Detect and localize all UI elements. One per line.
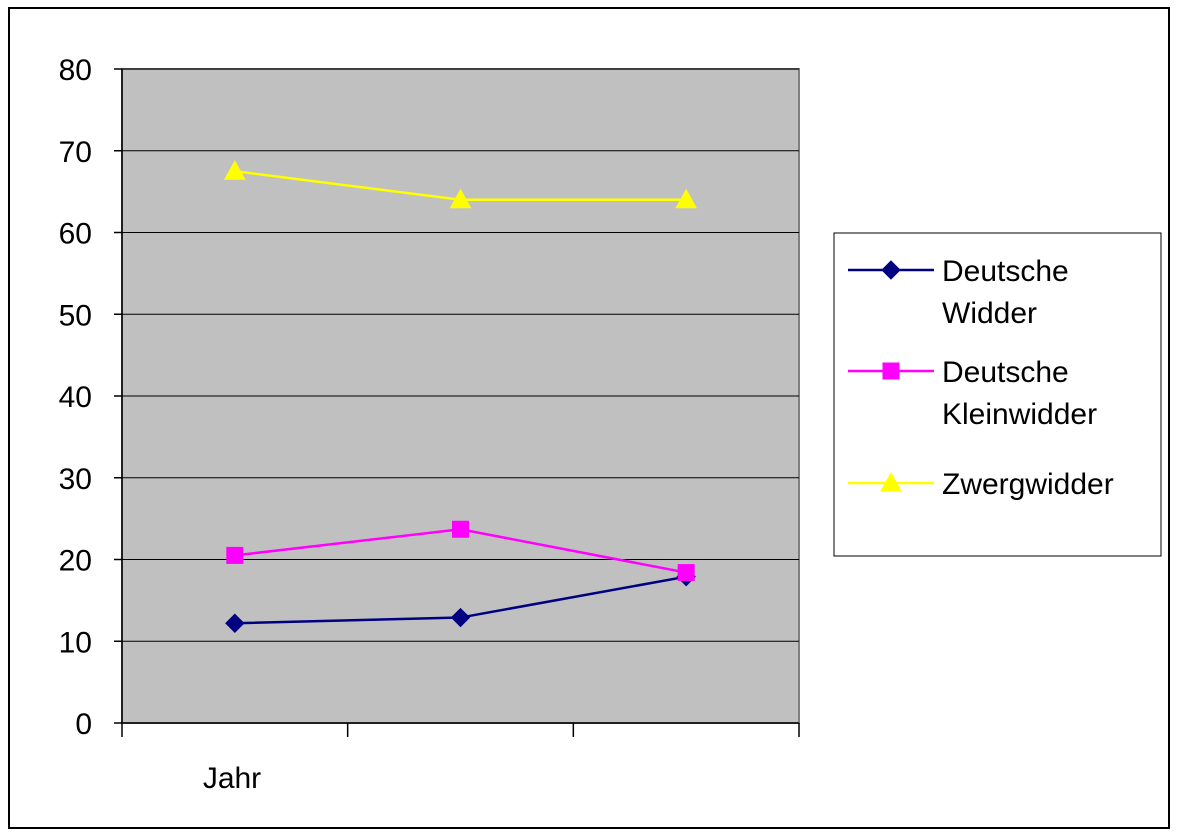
- y-tick-label: 80: [59, 54, 92, 87]
- legend-label: Widder: [942, 297, 1037, 330]
- y-axis-ticks: 0 10 20 30 40 50 60 70 80: [59, 54, 122, 741]
- y-tick-label: 60: [59, 218, 92, 251]
- legend-swatch-marker: [881, 260, 901, 280]
- x-axis-ticks: [121, 723, 800, 737]
- legend-label: Zwergwidder: [942, 468, 1114, 501]
- legend-label: Deutsche: [942, 356, 1069, 389]
- y-tick-label: 20: [59, 545, 92, 578]
- data-point: [223, 160, 246, 180]
- y-tick-label: 70: [59, 136, 92, 169]
- data-point: [452, 520, 469, 538]
- legend-swatch-marker: [880, 471, 902, 492]
- legend-swatch-marker: [882, 362, 900, 380]
- y-tick-label: 30: [59, 463, 92, 496]
- y-tick-label: 0: [75, 708, 92, 741]
- data-point: [677, 564, 695, 582]
- series-1: [226, 520, 695, 582]
- x-axis-label: Jahr: [203, 762, 261, 795]
- series-group: [223, 160, 698, 633]
- y-tick-label: 50: [59, 299, 92, 332]
- data-point: [225, 613, 245, 633]
- data-point: [675, 188, 698, 209]
- legend-box: [833, 232, 1162, 557]
- y-tick-label: 10: [59, 626, 92, 659]
- series-2: [223, 160, 698, 209]
- data-point: [226, 546, 244, 564]
- legend-label: Deutsche: [942, 255, 1069, 288]
- data-point: [449, 188, 472, 209]
- legend-label: Kleinwidder: [942, 398, 1097, 431]
- y-tick-label: 40: [59, 381, 92, 414]
- data-point: [450, 607, 471, 628]
- legend: Deutsche Widder Deutsche Kleinwidder Zwergwi…: [833, 232, 1162, 557]
